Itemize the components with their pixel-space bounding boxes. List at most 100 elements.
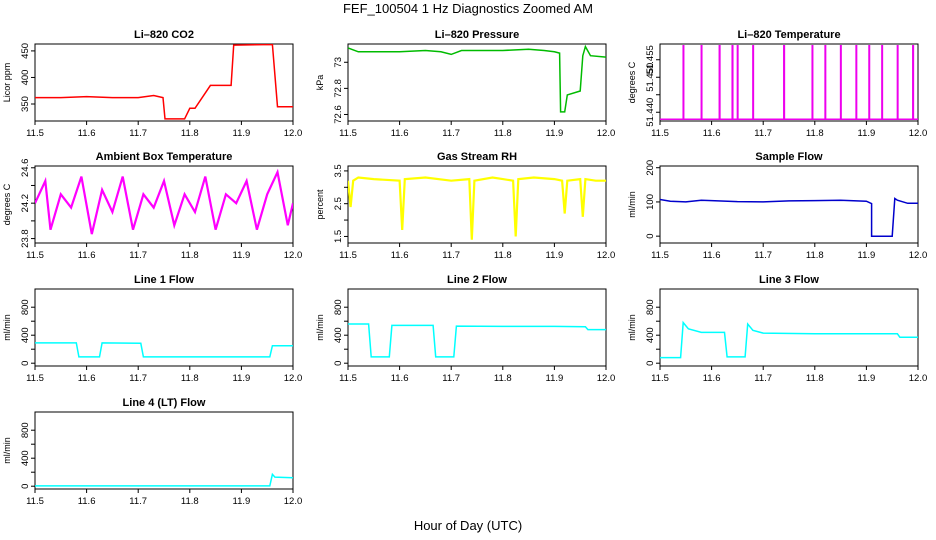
x-tick-label: 11.8	[181, 373, 199, 384]
y-tick-label: 400	[20, 327, 31, 343]
x-tick-label: 12.0	[909, 250, 928, 261]
panel-rh: Gas Stream RH 11.5 11.6 11.7 11.8 11.9 12.0 1.5…	[315, 151, 615, 261]
x-tick-label: 11.6	[391, 250, 409, 261]
x-tick-label: 11.7	[442, 373, 460, 384]
x-tick-label: 11.7	[442, 128, 460, 139]
panel-pressure: Li–820 Pressure 11.5 11.6 11.7 11.8 11.9 12.0 7…	[315, 29, 615, 139]
x-tick-label: 11.7	[129, 250, 147, 261]
y-tick-label: 800	[645, 299, 656, 315]
x-tick-label: 11.6	[391, 128, 409, 139]
x-tick-label: 11.9	[858, 128, 876, 139]
x-tick-label: 11.8	[806, 128, 824, 139]
x-tick-label: 11.7	[129, 373, 147, 384]
y-tick-label: 400	[20, 70, 31, 86]
x-tick-label: 12.0	[597, 128, 616, 139]
x-tick-label: 11.7	[129, 128, 147, 139]
panel-line3: Line 3 Flow 11.5 11.6 11.7 11.8 11.9 12.0 0 400 8…	[627, 274, 927, 384]
y-tick-label: 200	[645, 160, 656, 176]
y-axis-label: percent	[315, 189, 325, 220]
x-tick-label: 12.0	[284, 373, 303, 384]
x-tick-label: 11.7	[129, 496, 147, 507]
series-line-sample	[660, 197, 918, 237]
panel-title: Li–820 Temperature	[737, 29, 840, 41]
x-tick-label: 11.6	[78, 373, 96, 384]
y-tick-label: 73	[333, 57, 344, 68]
y-tick-label: 72.8	[333, 79, 344, 98]
y-axis-label: degrees C	[627, 61, 637, 103]
y-tick-label: 0	[20, 361, 31, 366]
series-line-line4	[35, 472, 293, 487]
y-axis-label: ml/min	[627, 314, 637, 341]
panel-line4: Line 4 (LT) Flow 11.5 11.6 11.7 11.8 11.9 12.0…	[2, 397, 302, 507]
series-line-line1	[35, 342, 293, 358]
x-tick-label: 11.6	[703, 250, 721, 261]
y-tick-label: 800	[333, 299, 344, 315]
x-tick-label: 11.6	[78, 128, 96, 139]
series-line-line2	[348, 323, 606, 358]
panel-title: Line 2 Flow	[447, 274, 507, 286]
x-tick-label: 12.0	[909, 128, 928, 139]
x-tick-label: 11.6	[78, 496, 96, 507]
series-line-co2	[35, 44, 293, 120]
plot-frame	[659, 288, 919, 367]
plot-frame	[347, 165, 607, 244]
x-tick-label: 11.9	[546, 373, 564, 384]
x-tick-label: 11.7	[754, 250, 772, 261]
x-tick-label: 11.8	[806, 373, 824, 384]
plot-frame	[347, 43, 607, 122]
x-tick-label: 11.5	[26, 250, 44, 261]
panel-sample: Sample Flow 11.5 11.6 11.7 11.8 11.9 12.0 0 100 2…	[627, 151, 927, 261]
series-line-line3	[660, 320, 918, 359]
x-tick-label: 11.8	[181, 496, 199, 507]
x-tick-label: 11.8	[181, 128, 199, 139]
x-tick-label: 11.7	[754, 373, 772, 384]
plot-frame	[347, 288, 607, 367]
panel-ambient: Ambient Box Temperature 11.5 11.6 11.7 11.8 1…	[2, 151, 302, 261]
y-tick-label: 100	[645, 194, 656, 210]
series-line-pressure	[348, 44, 606, 113]
x-tick-label: 11.9	[233, 496, 251, 507]
x-tick-label: 12.0	[597, 373, 616, 384]
y-tick-label: 0	[20, 484, 31, 489]
x-tick-label: 11.7	[442, 250, 460, 261]
x-tick-label: 12.0	[284, 250, 303, 261]
panel-title: Li–820 CO2	[134, 29, 194, 41]
x-tick-label: 11.9	[546, 128, 564, 139]
plot-frame	[34, 411, 294, 490]
plot-frame	[659, 43, 919, 122]
y-tick-label: 400	[20, 450, 31, 466]
x-tick-label: 11.5	[339, 128, 357, 139]
panel-title: Ambient Box Temperature	[96, 151, 233, 163]
y-tick-label: 350	[20, 96, 31, 112]
y-tick-label: 0	[645, 361, 656, 366]
x-axis-label: Hour of Day (UTC)	[413, 518, 523, 533]
panel-title: Line 4 (LT) Flow	[123, 397, 206, 409]
x-tick-label: 12.0	[284, 496, 303, 507]
y-tick-label: 24.2	[20, 194, 31, 213]
x-tick-label: 11.5	[26, 128, 44, 139]
y-axis-label: ml/min	[627, 191, 637, 218]
series-line-ambient	[35, 168, 293, 235]
x-tick-label: 11.9	[858, 250, 876, 261]
y-tick-label: 23.8	[20, 229, 31, 248]
y-tick-label: 0	[645, 234, 656, 239]
x-tick-label: 11.8	[806, 250, 824, 261]
y-tick-label: 72.6	[333, 105, 344, 124]
y-tick-label: 51.455	[645, 45, 656, 74]
panel-co2: Li–820 CO2 11.5 11.6 11.7 11.8 11.9 12.0 350 400…	[2, 29, 302, 139]
x-tick-label: 12.0	[597, 250, 616, 261]
x-tick-label: 11.6	[78, 250, 96, 261]
x-tick-label: 11.8	[181, 250, 199, 261]
x-tick-label: 11.5	[651, 128, 669, 139]
x-tick-label: 12.0	[284, 128, 303, 139]
x-tick-label: 11.5	[26, 496, 44, 507]
x-tick-label: 11.6	[391, 373, 409, 384]
panel-title: Line 3 Flow	[759, 274, 819, 286]
x-tick-label: 11.6	[703, 373, 721, 384]
y-tick-label: 400	[645, 327, 656, 343]
y-tick-label: 800	[20, 422, 31, 438]
x-tick-label: 11.5	[339, 373, 357, 384]
panel-line2: Line 2 Flow 11.5 11.6 11.7 11.8 11.9 12.0 0 400 8…	[315, 274, 615, 384]
series-line-rh	[348, 176, 606, 240]
